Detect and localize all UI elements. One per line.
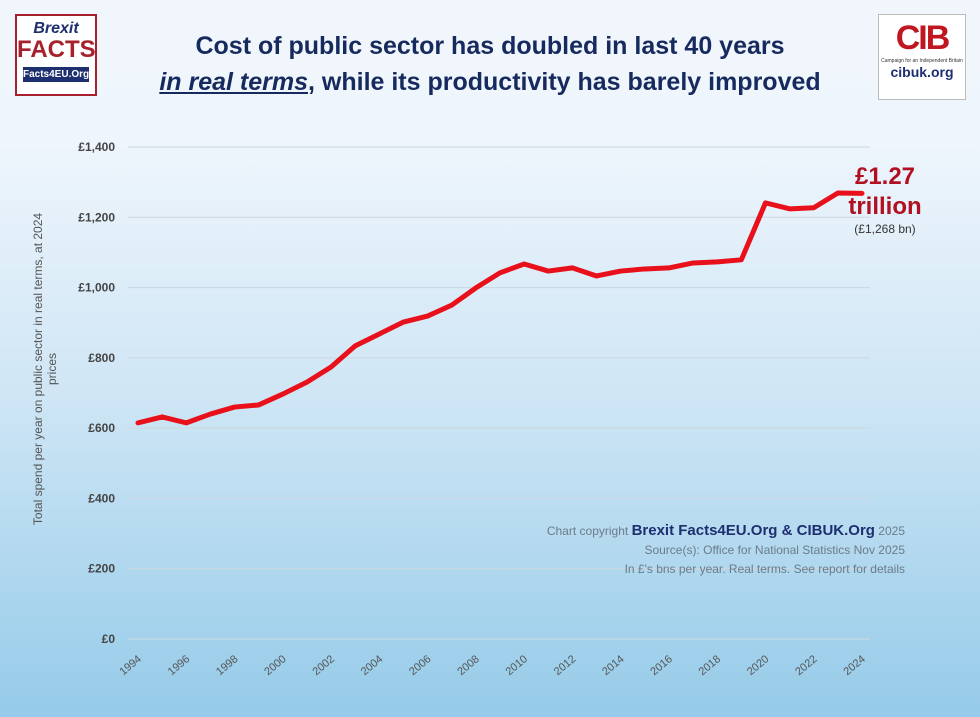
x-tick-label: 2016 bbox=[648, 653, 674, 678]
x-tick-label: 2014 bbox=[600, 653, 626, 678]
y-tick-label: £1,000 bbox=[78, 281, 115, 295]
logo-caption: Campaign for an Independent Britain bbox=[881, 58, 963, 64]
credits: Chart copyright Brexit Facts4EU.Org & CI… bbox=[547, 521, 905, 579]
logo-text-url: Facts4EU.Org bbox=[23, 67, 90, 82]
x-tick-label: 2008 bbox=[455, 653, 481, 678]
credits-prefix: Chart copyright bbox=[546, 524, 629, 538]
y-tick-label: £1,200 bbox=[78, 210, 115, 224]
y-tick-label: £400 bbox=[88, 491, 115, 505]
x-tick-label: 1998 bbox=[214, 653, 240, 678]
x-tick-label: 2020 bbox=[745, 653, 771, 678]
credits-year: 2025 bbox=[878, 524, 905, 538]
annotation-detail: (£1,268 bn) bbox=[854, 222, 916, 236]
logo-text-brexit: Brexit bbox=[33, 20, 79, 37]
x-tick-label: 2000 bbox=[262, 653, 288, 678]
y-tick-label: £1,400 bbox=[78, 140, 115, 154]
title-line-1: Cost of public sector has doubled in las… bbox=[195, 32, 785, 60]
series-line bbox=[135, 190, 865, 426]
x-tick-label: 2012 bbox=[552, 653, 578, 678]
x-tick-label: 2024 bbox=[841, 653, 867, 678]
x-tick-label: 2002 bbox=[311, 653, 337, 678]
logo-text-facts: FACTS bbox=[17, 36, 96, 63]
credits-owners: Brexit Facts4EU.Org & CIBUK.Org bbox=[631, 522, 875, 539]
chart-title: Cost of public sector has doubled in las… bbox=[110, 28, 870, 100]
y-tick-label: £200 bbox=[88, 562, 115, 576]
cibuk-logo: CIB Campaign for an Independent Britain … bbox=[878, 14, 966, 100]
y-tick-label: £800 bbox=[88, 351, 115, 365]
logo-mark: CIB bbox=[895, 19, 951, 57]
x-tick-label: 2022 bbox=[793, 653, 819, 678]
x-tick-label: 1994 bbox=[117, 653, 143, 678]
logo-url: cibuk.org bbox=[890, 64, 954, 80]
credits-note: In £'s bns per year. Real terms. See rep… bbox=[624, 562, 905, 576]
brexit-facts-logo: Brexit FACTS Facts4EU.Org bbox=[15, 14, 97, 96]
x-tick-label: 2006 bbox=[407, 653, 433, 678]
latest-value-annotation: £1.27 trillion (£1,268 bn) bbox=[830, 162, 940, 236]
title-emphasis: in real terms bbox=[159, 68, 309, 96]
y-tick-label: £0 bbox=[102, 632, 116, 646]
credits-source: Source(s): Office for National Statistic… bbox=[644, 543, 905, 557]
title-rest: , while its productivity has barely impr… bbox=[308, 68, 821, 96]
x-tick-label: 2010 bbox=[504, 653, 530, 678]
annotation-unit: trillion bbox=[848, 193, 922, 220]
x-tick-label: 2018 bbox=[697, 653, 723, 678]
x-tick-label: 1996 bbox=[166, 653, 192, 678]
annotation-value: £1.27 bbox=[854, 163, 916, 190]
y-tick-label: £600 bbox=[88, 421, 115, 435]
x-tick-label: 2004 bbox=[359, 653, 385, 678]
title-line-2: in real terms, while its productivity ha… bbox=[110, 64, 870, 100]
